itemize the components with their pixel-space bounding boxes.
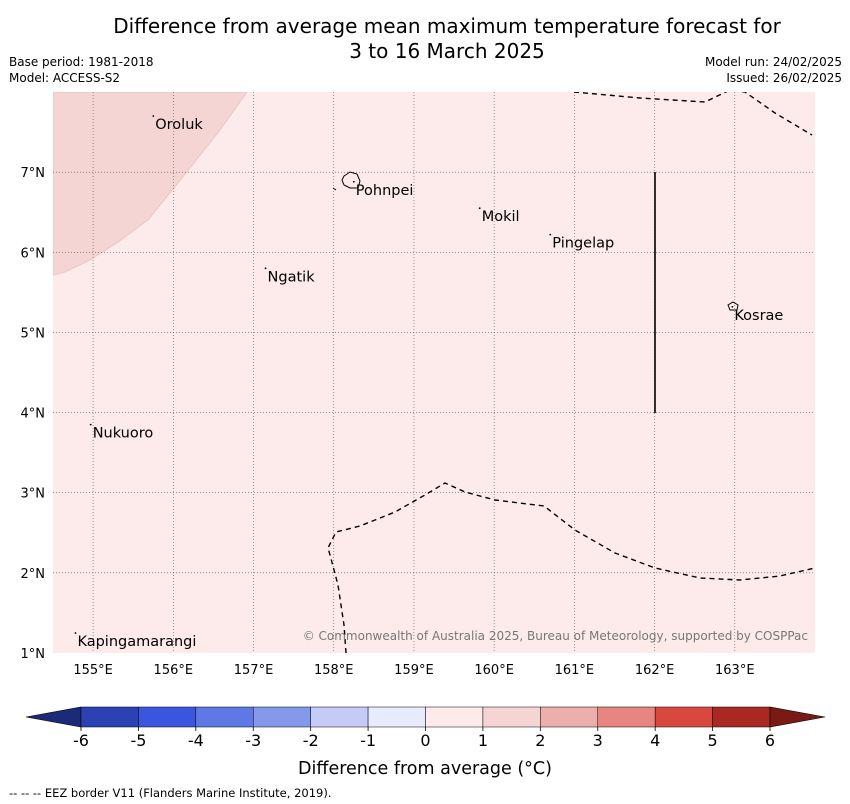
colorbar-bin <box>80 706 139 728</box>
eez-footnote: -- -- -- EEZ border V11 (Flanders Marine… <box>9 786 332 800</box>
place-label-oroluk: Oroluk <box>155 117 203 133</box>
base-info: Base period: 1981-2018 Model: ACCESS-S2 <box>9 54 154 86</box>
place-label-pohnpei: Pohnpei <box>356 183 414 199</box>
place-label-ngatik: Ngatik <box>268 269 316 285</box>
colorbar-bin <box>482 706 541 728</box>
chart-title-line1: Difference from average mean maximum tem… <box>113 14 781 38</box>
place-marker <box>89 423 92 426</box>
model-text: Model: ACCESS-S2 <box>9 71 121 85</box>
colorbar-tick-label: -1 <box>360 731 376 750</box>
colorbar-tick-label: 5 <box>707 731 717 750</box>
lon-tick-label: 159°E <box>394 663 434 678</box>
colorbar-bin <box>425 706 484 728</box>
colorbar-bin <box>540 706 598 728</box>
lat-tick-label: 1°N <box>21 647 46 662</box>
colorbar-tick-label: -6 <box>73 731 89 750</box>
colorbar-tick-label: 2 <box>535 731 545 750</box>
colorbar-bin <box>654 706 713 728</box>
colorbar-tick-label: 4 <box>650 731 660 750</box>
kosrae-island-outline <box>727 301 739 311</box>
lat-tick-label: 5°N <box>21 326 46 341</box>
copyright-text: © Commonwealth of Australia 2025, Bureau… <box>303 629 808 643</box>
axis-labels: 155°E 156°E 157°E 158°E 159°E 160°E 161°E 162°E… <box>21 166 755 678</box>
place-label-kosrae: Kosrae <box>734 308 783 324</box>
colorbar-extend-high <box>769 706 826 728</box>
place-label-pingelap: Pingelap <box>552 236 614 252</box>
place-marker <box>478 207 481 210</box>
colorbar-title: Difference from average (°C) <box>298 759 552 779</box>
eez-border <box>327 482 815 653</box>
colorbar-tick-label: -5 <box>130 731 146 750</box>
colorbar-bin <box>138 706 197 728</box>
colorbar-extend-low <box>25 706 82 728</box>
colorbar-bin <box>310 706 369 728</box>
graticule <box>53 92 815 653</box>
lat-tick-label: 7°N <box>21 166 46 181</box>
colorbar-tick-label: -2 <box>303 731 319 750</box>
chart-title-line2: 3 to 16 March 2025 <box>349 39 545 63</box>
base-period-text: Base period: 1981-2018 <box>9 55 154 69</box>
place-marker <box>74 632 77 634</box>
lon-tick-label: 155°E <box>73 663 113 678</box>
place-marker <box>264 267 267 270</box>
colorbar-tick-label: 6 <box>765 731 775 750</box>
model-run-text: Model run: 24/02/2025 <box>704 55 842 69</box>
pohnpei-island-outline <box>341 171 361 189</box>
place-marker <box>549 233 552 236</box>
anomaly-shading-1-to-2 <box>53 92 248 276</box>
lon-tick-label: 160°E <box>474 663 514 678</box>
place-label-mokil: Mokil <box>482 209 520 225</box>
issued-text: Issued: 26/02/2025 <box>726 71 842 85</box>
colorbar-bin <box>253 706 311 728</box>
place-marker <box>352 180 355 183</box>
place-labels: Oroluk Pohnpei Mokil Pingelap Ngatik Kosrae Nu… <box>74 115 783 650</box>
lon-tick-label: 163°E <box>715 663 755 678</box>
map-area: Oroluk Pohnpei Mokil Pingelap Ngatik Kosrae Nu… <box>53 92 815 653</box>
colorbar-bin <box>712 706 771 728</box>
run-info: Model run: 24/02/2025 Issued: 26/02/2025 <box>705 54 842 86</box>
place-marker <box>152 115 155 117</box>
colorbar-bin <box>367 706 426 728</box>
eez-border <box>573 92 813 136</box>
lon-tick-label: 157°E <box>234 663 274 678</box>
lat-tick-label: 3°N <box>21 487 46 502</box>
place-label-kapingamarangi: Kapingamarangi <box>77 634 196 650</box>
lon-tick-label: 161°E <box>555 663 595 678</box>
colorbar-tick-label: 0 <box>420 731 430 750</box>
pohnpei-islet-outline <box>332 187 337 191</box>
lon-tick-label: 156°E <box>154 663 194 678</box>
place-marker <box>731 305 734 308</box>
anomaly-shading-0-to-1 <box>53 92 815 653</box>
lat-tick-label: 2°N <box>21 567 46 582</box>
chart-title: Difference from average mean maximum tem… <box>0 14 850 64</box>
colorbar-bin <box>597 706 656 728</box>
colorbar: -6 -5 -4 -3 -2 -1 0 1 2 3 4 5 6 <box>25 706 826 750</box>
colorbar-tick-label: 3 <box>593 731 603 750</box>
colorbar-tick-label: -3 <box>245 731 261 750</box>
lon-tick-label: 162°E <box>635 663 675 678</box>
colorbar-tick-label: 1 <box>478 731 488 750</box>
lon-tick-label: 158°E <box>314 663 354 678</box>
lat-tick-label: 4°N <box>21 407 46 422</box>
lat-tick-label: 6°N <box>21 246 46 261</box>
colorbar-tick-label: -4 <box>188 731 204 750</box>
place-label-nukuoro: Nukuoro <box>93 426 154 442</box>
colorbar-bin <box>195 706 254 728</box>
